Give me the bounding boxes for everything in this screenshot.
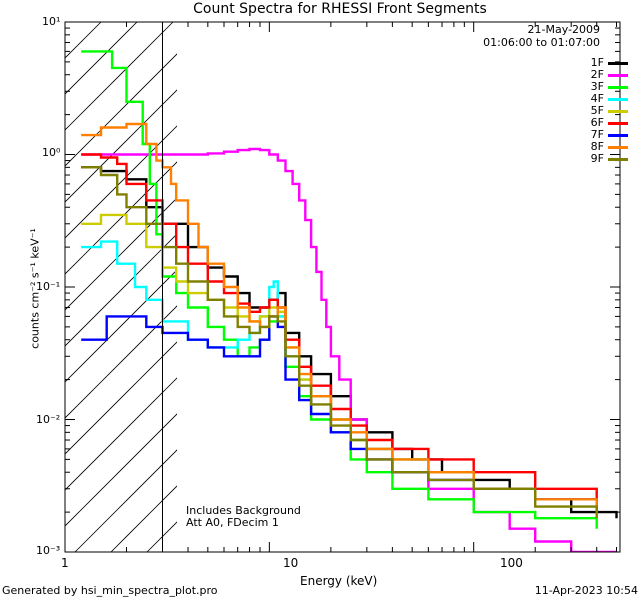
hatch-line bbox=[65, 53, 177, 167]
x-tick-label-1: 1 bbox=[61, 556, 69, 570]
y-tick-label-1e1: 10¹ bbox=[42, 15, 61, 28]
legend-item-5F: 5F bbox=[591, 104, 628, 117]
y-tick-label-1e0: 10⁰ bbox=[42, 146, 61, 159]
hatch-line bbox=[65, 197, 177, 311]
y-tick-label-1e-3: 10⁻³ bbox=[36, 544, 61, 557]
series-line-3F bbox=[81, 50, 598, 529]
legend-item-4F: 4F bbox=[591, 92, 628, 105]
footer-timestamp: 11-Apr-2023 10:54 bbox=[534, 584, 638, 597]
x-axis-label: Energy (keV) bbox=[300, 574, 378, 588]
legend-item-1F: 1F bbox=[591, 56, 628, 69]
hatch-line bbox=[65, 22, 174, 131]
legend-item-6F: 6F bbox=[591, 116, 628, 129]
y-tick-label-1e-1: 10⁻¹ bbox=[36, 280, 61, 293]
legend-item-9F: 9F bbox=[591, 152, 628, 165]
legend-label: 6F bbox=[590, 116, 604, 129]
x-tick-label-100: 100 bbox=[500, 556, 523, 570]
legend-item-7F: 7F bbox=[591, 128, 628, 141]
hatch-line bbox=[65, 413, 177, 527]
legend-swatch bbox=[608, 97, 628, 101]
legend-swatch bbox=[608, 133, 628, 137]
legend-swatch bbox=[608, 121, 628, 125]
y-tick-label-1e-2: 10⁻² bbox=[36, 413, 61, 426]
legend-label: 2F bbox=[590, 68, 604, 81]
legend-item-8F: 8F bbox=[591, 140, 628, 153]
x-tick-label-10: 10 bbox=[283, 556, 299, 570]
hatch-line bbox=[74, 449, 177, 552]
legend-item-2F: 2F bbox=[591, 68, 628, 81]
series-layer bbox=[81, 50, 618, 552]
annotation-attenuator: Att A0, FDecim 1 bbox=[186, 516, 279, 529]
hatch-line bbox=[65, 269, 177, 383]
legend-label: 1F bbox=[590, 56, 604, 69]
footer-generated-by: Generated by hsi_min_spectra_plot.pro bbox=[2, 584, 218, 597]
legend-item-3F: 3F bbox=[591, 80, 628, 93]
axis-ticks bbox=[64, 22, 620, 553]
date-label: 21-May-2009 bbox=[527, 23, 600, 36]
hatch-line bbox=[65, 377, 177, 491]
excluded-energy-hatch bbox=[65, 22, 177, 552]
legend-label: 3F bbox=[590, 80, 604, 93]
legend-swatch bbox=[608, 145, 628, 149]
legend-swatch bbox=[608, 109, 628, 113]
legend-swatch bbox=[608, 157, 628, 161]
series-line-8F bbox=[81, 122, 598, 513]
time-range-label: 01:06:00 to 01:07:00 bbox=[483, 36, 600, 49]
hatch-line bbox=[65, 89, 177, 203]
legend-label: 4F bbox=[590, 92, 604, 105]
hatch-line bbox=[65, 233, 177, 347]
legend-label: 7F bbox=[590, 128, 604, 141]
legend-swatch bbox=[608, 61, 628, 65]
series-line-7F bbox=[81, 315, 598, 513]
legend-label: 9F bbox=[590, 152, 604, 165]
legend-label: 5F bbox=[590, 104, 604, 117]
chart-title: Count Spectra for RHESSI Front Segments bbox=[193, 1, 487, 17]
series-line-9F bbox=[81, 166, 598, 519]
plot-frame bbox=[64, 21, 621, 553]
legend-swatch bbox=[608, 73, 628, 77]
annotation-background: Includes Background bbox=[186, 504, 301, 517]
legend-label: 8F bbox=[590, 140, 604, 153]
legend-swatch bbox=[608, 85, 628, 89]
series-line-6F bbox=[81, 153, 598, 500]
y-axis-label: counts cm⁻² s⁻¹ keV⁻¹ bbox=[28, 228, 42, 349]
